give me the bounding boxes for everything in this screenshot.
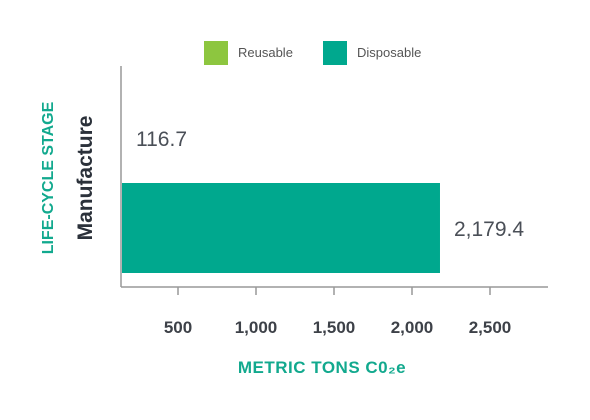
x-axis-ticks: 500 1,000 1,500 2,000 2,500 xyxy=(164,287,511,337)
y-axis-title: LIFE-CYCLE STAGE xyxy=(40,101,57,254)
data-label-disposable: 2,179.4 xyxy=(454,218,524,241)
legend-label-reusable: Reusable xyxy=(238,45,293,60)
bar-disposable-manufacture xyxy=(122,183,440,273)
x-tick-label: 500 xyxy=(164,318,192,337)
legend-label-disposable: Disposable xyxy=(357,45,421,60)
legend: Reusable Disposable xyxy=(204,41,421,65)
x-tick-label: 1,500 xyxy=(313,318,356,337)
category-label-manufacture: Manufacture xyxy=(74,116,97,241)
data-label-reusable: 116.7 xyxy=(136,128,187,151)
x-tick-label: 2,000 xyxy=(391,318,434,337)
legend-swatch-reusable xyxy=(204,41,228,65)
x-tick-label: 2,500 xyxy=(469,318,512,337)
legend-swatch-disposable xyxy=(323,41,347,65)
x-axis-title: METRIC TONS C0₂e xyxy=(238,358,406,377)
x-tick-label: 1,000 xyxy=(235,318,278,337)
